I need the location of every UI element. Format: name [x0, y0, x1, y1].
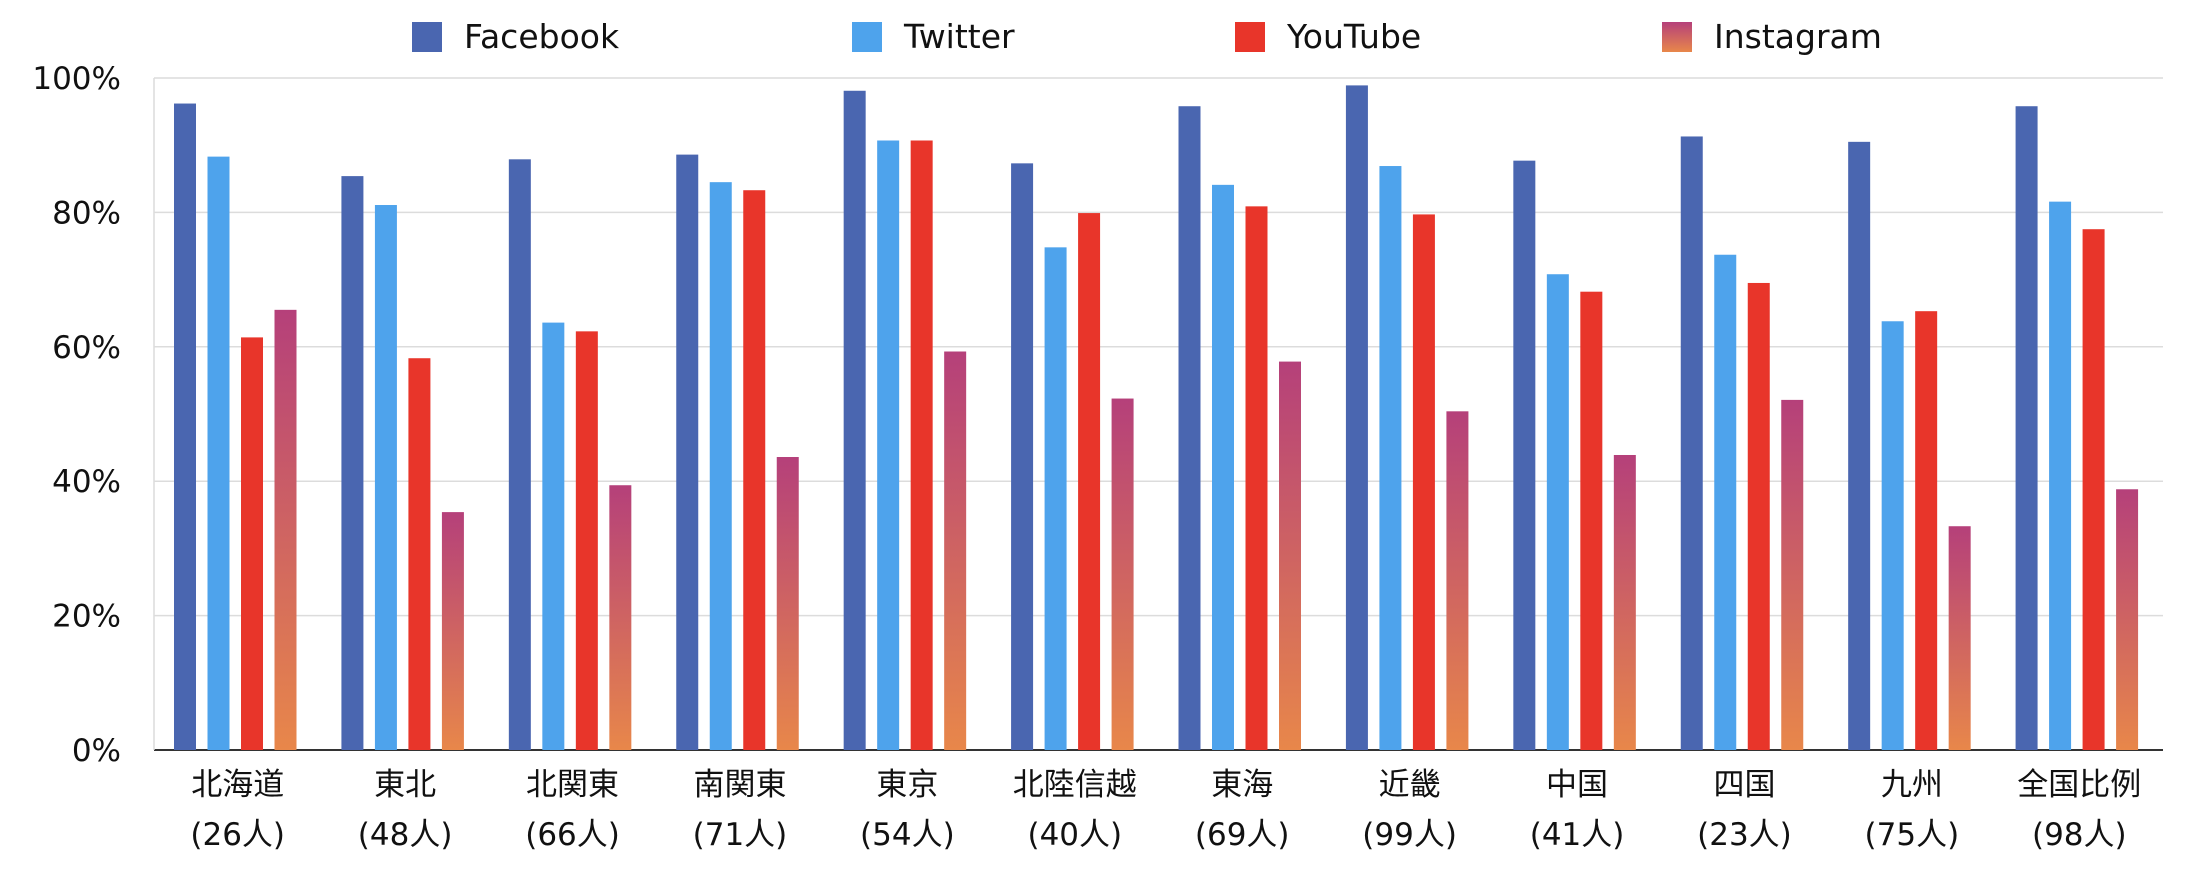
- y-tick-label: 60%: [52, 330, 121, 366]
- y-tick-label: 100%: [32, 61, 121, 97]
- x-tick-count-label: (75人): [1865, 817, 1960, 853]
- bar-youtube-7: [1412, 214, 1435, 750]
- bar-twitter-6: [1212, 184, 1234, 750]
- y-tick-label: 80%: [52, 195, 121, 231]
- x-tick-count-label: (99人): [1362, 817, 1457, 853]
- bar-twitter-0: [207, 156, 230, 750]
- bar-twitter-9: [1714, 254, 1737, 750]
- x-tick-label: 北海道: [191, 767, 284, 803]
- bar-twitter-10: [1881, 321, 1904, 750]
- legend-label-instagram: Instagram: [1714, 17, 1882, 56]
- bar-facebook-11: [2015, 106, 2038, 750]
- bar-instagram-7: [1446, 411, 1469, 750]
- x-tick-label: 北関東: [526, 767, 619, 803]
- bar-youtube-0: [241, 337, 263, 750]
- bar-youtube-4: [910, 140, 933, 751]
- bar-twitter-3: [709, 182, 732, 750]
- x-tick-label: 北陸信越: [1013, 767, 1137, 803]
- bar-instagram-2: [609, 485, 632, 750]
- x-tick-label: 東京: [876, 767, 938, 803]
- bar-youtube-3: [743, 190, 766, 750]
- bar-instagram-11: [2116, 489, 2139, 750]
- x-tick-count-label: (23人): [1697, 817, 1792, 853]
- bar-twitter-11: [2049, 201, 2072, 750]
- bar-twitter-8: [1546, 274, 1569, 750]
- x-tick-count-label: (71人): [693, 817, 788, 853]
- bar-facebook-2: [508, 159, 531, 750]
- x-tick-label: 全国比例: [2017, 767, 2141, 803]
- legend-swatch-twitter: [852, 22, 882, 52]
- bar-facebook-0: [174, 103, 196, 750]
- x-tick-label: 四国: [1713, 767, 1775, 803]
- bar-youtube-8: [1580, 291, 1603, 750]
- bar-instagram-4: [944, 351, 967, 750]
- bar-instagram-5: [1111, 398, 1134, 750]
- bar-instagram-10: [1948, 526, 1971, 750]
- bar-youtube-11: [2082, 229, 2105, 750]
- bar-facebook-3: [676, 154, 699, 750]
- y-axis-ticks: 0% 20% 40% 60% 80% 100%: [32, 61, 121, 769]
- bar-facebook-5: [1011, 163, 1034, 750]
- bar-youtube-2: [575, 331, 598, 750]
- bar-twitter-4: [877, 140, 900, 751]
- bar-facebook-6: [1178, 106, 1201, 750]
- x-tick-count-label: (48人): [358, 817, 453, 853]
- x-tick-count-label: (69人): [1195, 817, 1290, 853]
- legend: Facebook Twitter YouTube Instagram: [412, 17, 1882, 56]
- legend-label-twitter: Twitter: [903, 17, 1015, 56]
- bar-twitter-7: [1379, 166, 1402, 751]
- x-tick-label: 近畿: [1379, 767, 1441, 803]
- bar-facebook-9: [1680, 136, 1703, 751]
- bar-facebook-8: [1513, 160, 1536, 750]
- bar-facebook-10: [1848, 141, 1871, 751]
- bar-facebook-4: [843, 90, 866, 750]
- bar-youtube-5: [1078, 213, 1101, 750]
- bar-twitter-2: [542, 322, 565, 750]
- bar-youtube-6: [1245, 206, 1268, 751]
- x-axis-ticks: 北海道 (26人) 東北 (48人) 北関東 (66人) 南関東 (71人) 東京 (54人) 北陸…: [190, 767, 2141, 853]
- legend-swatch-facebook: [412, 22, 442, 52]
- bar-instagram-8: [1613, 454, 1636, 750]
- x-tick-label: 南関東: [693, 767, 786, 803]
- y-tick-label: 0%: [72, 733, 121, 769]
- bar-youtube-10: [1915, 311, 1938, 750]
- y-tick-label: 40%: [52, 464, 121, 500]
- gridlines: [153, 77, 2163, 751]
- bar-instagram-1: [441, 512, 464, 750]
- x-tick-count-label: (98人): [2032, 817, 2127, 853]
- x-tick-count-label: (40人): [1027, 817, 1122, 853]
- legend-label-facebook: Facebook: [464, 17, 620, 56]
- x-tick-count-label: (26人): [190, 817, 285, 853]
- bars: [174, 85, 2139, 751]
- bar-facebook-1: [341, 176, 364, 750]
- legend-label-youtube: YouTube: [1286, 17, 1421, 56]
- bar-twitter-5: [1044, 247, 1067, 750]
- x-tick-label: 九州: [1881, 767, 1943, 803]
- bar-instagram-3: [776, 457, 799, 750]
- bar-instagram-9: [1781, 399, 1804, 750]
- x-tick-count-label: (41人): [1530, 817, 1625, 853]
- x-tick-label: 中国: [1546, 767, 1608, 803]
- bar-instagram-0: [274, 309, 297, 750]
- bar-instagram-6: [1279, 361, 1301, 750]
- x-tick-count-label: (54人): [860, 817, 955, 853]
- legend-swatch-youtube: [1235, 22, 1265, 52]
- x-tick-count-label: (66人): [525, 817, 620, 853]
- bar-twitter-1: [374, 205, 397, 750]
- legend-swatch-instagram: [1662, 22, 1692, 52]
- bar-youtube-9: [1747, 282, 1770, 750]
- bar-facebook-7: [1345, 85, 1368, 751]
- y-tick-label: 20%: [52, 599, 121, 635]
- x-tick-label: 東北: [374, 767, 436, 803]
- x-tick-label: 東海: [1211, 767, 1273, 803]
- bar-youtube-1: [408, 358, 431, 750]
